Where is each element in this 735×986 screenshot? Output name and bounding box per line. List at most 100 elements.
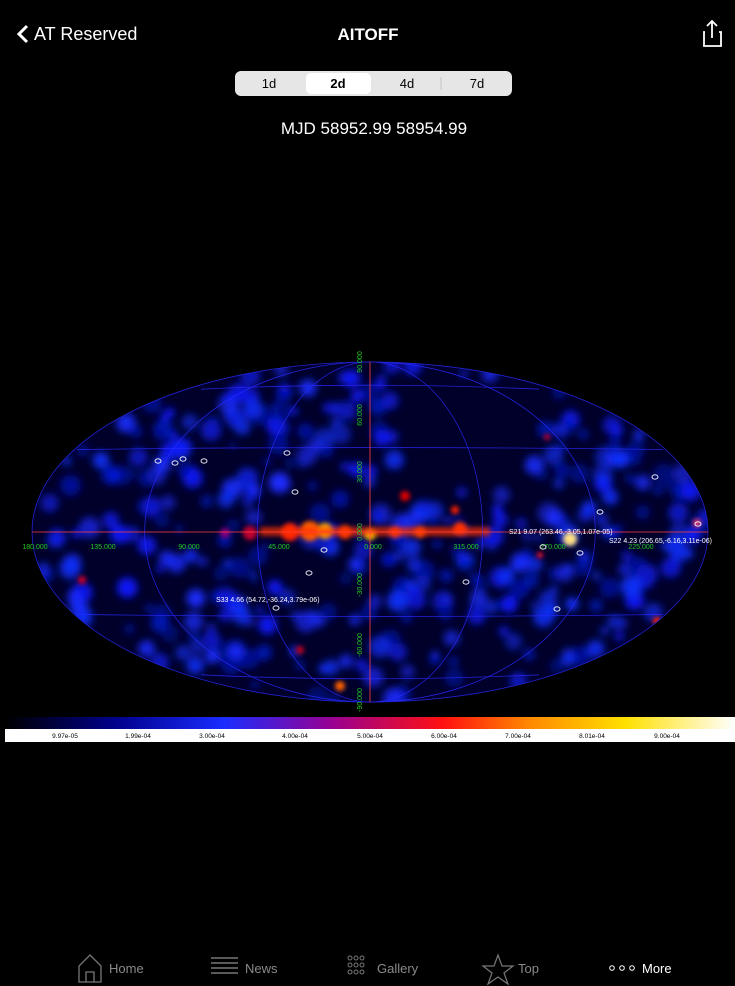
- longitude-label: 135.000: [90, 544, 115, 551]
- emission-blob: [444, 630, 460, 646]
- emission-blob: [60, 475, 81, 496]
- emission-blob: [430, 655, 440, 665]
- emission-blob: [612, 451, 629, 468]
- segment[interactable]: 1d: [262, 76, 276, 91]
- emission-blob: [339, 654, 353, 668]
- emission-blob: [80, 616, 92, 628]
- emission-blob: [62, 457, 71, 466]
- emission-blob: [394, 550, 405, 561]
- emission-blob: [635, 475, 651, 491]
- tab[interactable]: Top: [483, 955, 539, 984]
- emission-blob: [240, 366, 260, 386]
- latitude-label: 0.000: [357, 523, 364, 541]
- emission-blob: [653, 485, 664, 496]
- hot-spot: [78, 576, 86, 584]
- emission-blob: [222, 393, 230, 401]
- emission-blob: [402, 538, 421, 557]
- emission-blob: [340, 572, 352, 584]
- emission-blob: [323, 402, 334, 413]
- tab-label[interactable]: Gallery: [377, 961, 419, 976]
- emission-blob: [442, 594, 453, 605]
- emission-blob: [59, 557, 81, 579]
- emission-blob: [277, 422, 291, 436]
- emission-blob: [405, 580, 415, 590]
- emission-blob: [310, 503, 331, 524]
- emission-blob: [382, 401, 390, 409]
- emission-blob: [556, 419, 574, 437]
- tab[interactable]: Home: [79, 955, 144, 982]
- emission-blob: [258, 615, 277, 634]
- emission-blob: [182, 414, 198, 430]
- emission-blob: [404, 358, 422, 376]
- colorbar-label: 8.01e-04: [579, 733, 605, 740]
- colorbar: [5, 717, 735, 729]
- latitude-label: -90.000: [357, 688, 364, 712]
- emission-blob: [112, 525, 130, 543]
- nav-title: AITOFF: [337, 25, 398, 44]
- tab-label[interactable]: News: [245, 961, 278, 976]
- screen: AT Reserved AITOFF 1d 2d 4d 7d MJD 58952…: [0, 0, 735, 986]
- emission-blob: [492, 504, 503, 515]
- colorbar-label: 1.99e-04: [125, 733, 151, 740]
- latitude-label: 90.000: [357, 351, 364, 373]
- latitude-label: 60.000: [357, 404, 364, 426]
- back-button[interactable]: AT Reserved: [34, 24, 137, 44]
- emission-blob: [510, 672, 528, 690]
- emission-blob: [364, 476, 376, 488]
- emission-blob: [439, 569, 453, 583]
- latitude-label: -30.000: [357, 573, 364, 597]
- segment[interactable]: 4d: [400, 76, 414, 91]
- emission-blob: [228, 643, 244, 659]
- segment[interactable]: 2d: [330, 76, 345, 91]
- colorbar-label: 4.00e-04: [282, 733, 308, 740]
- emission-blob: [593, 464, 613, 484]
- colorbar-label: 7.00e-04: [505, 733, 531, 740]
- source-label: S22 4.23 (206.65,-6.16,3.11e-06): [609, 538, 712, 545]
- emission-blob: [243, 399, 263, 419]
- tab[interactable]: News: [211, 958, 278, 976]
- emission-blob: [387, 590, 408, 611]
- tab-label[interactable]: Top: [518, 961, 539, 976]
- emission-blob: [186, 656, 204, 674]
- emission-blob: [499, 626, 510, 637]
- longitude-label: 225.000: [628, 544, 653, 551]
- longitude-label: 45.000: [268, 544, 290, 551]
- emission-blob: [448, 656, 458, 666]
- emission-blob: [138, 640, 155, 657]
- emission-blob: [170, 432, 178, 440]
- emission-blob: [151, 615, 169, 633]
- emission-blob: [251, 681, 259, 689]
- share-button[interactable]: [704, 21, 721, 46]
- emission-blob: [672, 549, 687, 564]
- tab[interactable]: More: [610, 961, 672, 976]
- emission-blob: [336, 400, 358, 422]
- colorbar-label: 9.00e-04: [654, 733, 680, 740]
- emission-blob: [190, 594, 202, 606]
- tab[interactable]: Gallery: [348, 956, 419, 976]
- emission-blob: [374, 430, 391, 447]
- emission-blob: [307, 481, 317, 491]
- emission-blob: [142, 394, 162, 414]
- emission-blob: [592, 571, 602, 581]
- emission-blob: [177, 463, 191, 477]
- segment[interactable]: 7d: [470, 76, 484, 91]
- tab-label[interactable]: More: [642, 961, 672, 976]
- emission-blob: [384, 356, 402, 374]
- emission-blob: [389, 643, 407, 661]
- emission-blob: [154, 429, 164, 439]
- emission-blob: [569, 464, 589, 484]
- longitude-label: 90.000: [178, 544, 200, 551]
- plane-band: [260, 527, 490, 536]
- emission-blob: [256, 606, 264, 614]
- emission-blob: [493, 486, 510, 503]
- emission-blob: [217, 491, 234, 508]
- emission-blob: [462, 560, 470, 568]
- emission-blob: [48, 528, 66, 546]
- emission-blob: [175, 438, 192, 455]
- emission-blob: [383, 556, 393, 566]
- emission-blob: [419, 499, 431, 511]
- colorbar-label: 6.00e-04: [431, 733, 457, 740]
- back-icon[interactable]: [19, 26, 27, 42]
- tab-label[interactable]: Home: [109, 961, 144, 976]
